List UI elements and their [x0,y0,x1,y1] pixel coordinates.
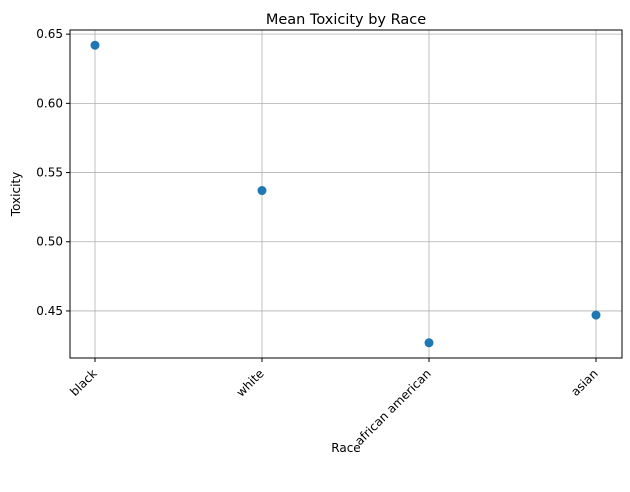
data-point [424,338,434,348]
x-tick-label: black [67,366,99,398]
data-point [591,310,601,320]
y-axis: 0.45 0.50 0.55 0.60 0.65 [36,27,70,318]
y-tick-label: 0.60 [36,96,63,110]
data-points [90,40,601,348]
y-tick-label: 0.45 [36,304,63,318]
data-point [90,40,100,50]
x-axis-title: Race [331,441,360,455]
x-tick-label: african american [352,366,434,448]
y-tick-label: 0.50 [36,235,63,249]
x-axis: black white african american asian [67,358,601,448]
y-axis-title: Toxicity [9,172,23,217]
grid [70,30,622,358]
x-tick-label: asian [568,366,600,398]
y-tick-label: 0.65 [36,27,63,41]
x-tick-label: white [234,366,267,399]
plot-frame [69,29,623,359]
y-tick-label: 0.55 [36,166,63,180]
chart-title: Mean Toxicity by Race [266,12,426,28]
data-point [257,186,267,196]
